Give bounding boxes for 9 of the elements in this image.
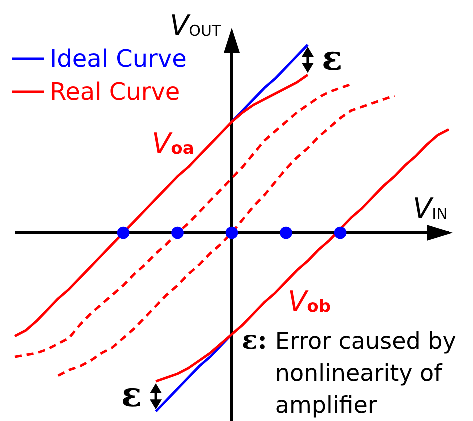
- y-axis-title: VOUT: [170, 9, 222, 42]
- annotation: Voa: [152, 127, 194, 160]
- legend-label: Ideal Curve: [50, 45, 187, 73]
- annotation: Vob: [288, 285, 332, 318]
- x-axis-title: VIN: [413, 192, 448, 225]
- annotation: ε: [322, 39, 343, 80]
- annotation: ε: Error caused by nonlinearity of amplifier: [242, 326, 456, 419]
- annotation: ε: [121, 376, 142, 416]
- legend-label: Real Curve: [50, 78, 180, 106]
